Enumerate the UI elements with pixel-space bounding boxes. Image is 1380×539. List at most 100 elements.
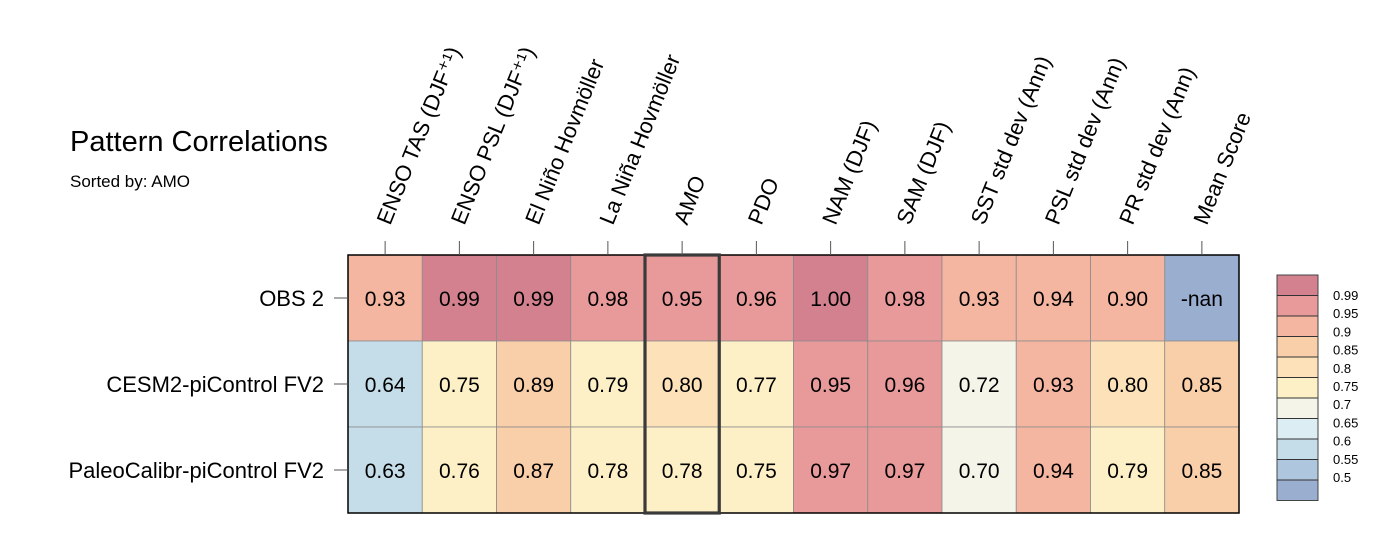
column-label: El Niño Hovmöller xyxy=(520,55,609,228)
heatmap-cell xyxy=(496,426,572,514)
cell-value-label: 0.96 xyxy=(736,288,777,311)
heatmap-cell xyxy=(941,426,1017,514)
colorbar-swatch xyxy=(1276,438,1319,460)
colorbar-swatch xyxy=(1276,418,1319,440)
cell-value-label: 0.93 xyxy=(959,288,1000,311)
cell-value-label: 0.94 xyxy=(1033,288,1074,311)
cell-value-label: 0.80 xyxy=(662,374,703,397)
cell-value-label: 0.98 xyxy=(884,288,925,311)
colorbar-swatch xyxy=(1276,356,1319,378)
heatmap-cell xyxy=(1015,340,1091,428)
column-label: PSL std dev (Ann) xyxy=(1040,54,1130,228)
heatmap-cell xyxy=(1015,426,1091,514)
colorbar-tick-label: 0.6 xyxy=(1333,434,1351,449)
heatmap-cell xyxy=(1090,340,1166,428)
cell-value-label: 0.99 xyxy=(439,288,480,311)
heatmap-cell xyxy=(867,426,943,514)
cell-value-label: 0.87 xyxy=(513,460,554,483)
heatmap-cell xyxy=(570,340,646,428)
colorbar-swatch xyxy=(1276,336,1319,358)
cell-value-label: 0.97 xyxy=(810,460,851,483)
heatmap-cell xyxy=(793,340,869,428)
cell-value-label: 1.00 xyxy=(810,288,851,311)
cell-value-label: 0.80 xyxy=(1107,374,1148,397)
cell-value-label: 0.79 xyxy=(1107,460,1148,483)
chart-subtitle: Sorted by: AMO xyxy=(70,172,190,191)
cell-value-label: 0.78 xyxy=(587,460,628,483)
heatmap-cell xyxy=(347,254,423,342)
row-label: PaleoCalibr-piControl FV2 xyxy=(68,458,324,483)
cell-value-label: 0.63 xyxy=(365,460,406,483)
cell-value-label: 0.93 xyxy=(1033,374,1074,397)
heatmap-cell xyxy=(718,340,794,428)
colorbar-swatch xyxy=(1276,459,1319,481)
cell-value-label: 0.76 xyxy=(439,460,480,483)
cell-value-label: 0.79 xyxy=(587,374,628,397)
heatmap-cell xyxy=(644,340,720,428)
cell-value-label: 0.95 xyxy=(810,374,851,397)
heatmap-cell xyxy=(570,426,646,514)
colorbar-tick-label: 0.5 xyxy=(1333,470,1351,485)
colorbar-swatch xyxy=(1276,377,1319,399)
colorbar-tick-label: 0.8 xyxy=(1333,361,1351,376)
heatmap-cell xyxy=(421,426,497,514)
colorbar-tick-label: 0.99 xyxy=(1333,288,1358,303)
heatmap-cell xyxy=(1015,254,1091,342)
column-label: AMO xyxy=(669,172,711,228)
cell-value-label: 0.77 xyxy=(736,374,777,397)
heatmap-cell xyxy=(941,254,1017,342)
cell-value-label: 0.75 xyxy=(736,460,777,483)
cell-value-label: -nan xyxy=(1181,288,1223,311)
column-label: PDO xyxy=(743,174,784,228)
cell-value-label: 0.99 xyxy=(513,288,554,311)
cell-value-label: 0.94 xyxy=(1033,460,1074,483)
column-label: La Niña Hovmöller xyxy=(594,51,685,228)
cell-value-label: 0.97 xyxy=(884,460,925,483)
heatmap-cell xyxy=(867,340,943,428)
colorbar-tick-label: 0.85 xyxy=(1333,343,1358,358)
cell-value-label: 0.98 xyxy=(587,288,628,311)
column-label: SST std dev (Ann) xyxy=(966,52,1056,228)
column-label: ENSO TAS (DJF⁺¹) xyxy=(372,43,466,228)
cell-value-label: 0.85 xyxy=(1181,374,1222,397)
row-label: CESM2-piControl FV2 xyxy=(106,372,324,397)
cell-value-label: 0.96 xyxy=(884,374,925,397)
row-label: OBS 2 xyxy=(259,286,324,311)
heatmap-cell xyxy=(496,340,572,428)
colorbar-swatch xyxy=(1276,274,1319,296)
cell-value-label: 0.95 xyxy=(662,288,703,311)
column-label: ENSO PSL (DJF⁺¹) xyxy=(446,43,540,228)
column-label: PR std dev (Ann) xyxy=(1114,63,1200,228)
column-label: Mean Score xyxy=(1188,109,1256,228)
colorbar-tick-label: 0.65 xyxy=(1333,415,1358,430)
heatmap-cell xyxy=(793,254,869,342)
heatmap-cell xyxy=(1090,426,1166,514)
colorbar-swatch xyxy=(1276,397,1319,419)
colorbar-tick-label: 0.75 xyxy=(1333,379,1358,394)
colorbar-tick-label: 0.9 xyxy=(1333,324,1351,339)
column-label: NAM (DJF) xyxy=(817,117,881,228)
cell-value-label: 0.78 xyxy=(662,460,703,483)
cell-value-label: 0.70 xyxy=(959,460,1000,483)
cell-value-label: 0.89 xyxy=(513,374,554,397)
cell-value-label: 0.75 xyxy=(439,374,480,397)
cell-value-label: 0.90 xyxy=(1107,288,1148,311)
heatmap-cell xyxy=(1164,340,1240,428)
cell-value-label: 0.72 xyxy=(959,374,1000,397)
colorbar-tick-label: 0.55 xyxy=(1333,452,1358,467)
colorbar-swatch xyxy=(1276,479,1319,501)
colorbar-swatch xyxy=(1276,315,1319,337)
heatmap-cell xyxy=(793,426,869,514)
colorbar-tick-label: 0.7 xyxy=(1333,397,1351,412)
chart-title: Pattern Correlations xyxy=(70,126,328,158)
heatmap-cell xyxy=(1090,254,1166,342)
cell-value-label: 0.93 xyxy=(365,288,406,311)
cell-value-label: 0.64 xyxy=(365,374,406,397)
cell-value-label: 0.85 xyxy=(1181,460,1222,483)
heatmap-cell xyxy=(1164,426,1240,514)
heatmap-cell xyxy=(421,340,497,428)
colorbar-swatch xyxy=(1276,295,1319,317)
colorbar-tick-label: 0.95 xyxy=(1333,306,1358,321)
colorbar-border xyxy=(1276,274,1319,501)
